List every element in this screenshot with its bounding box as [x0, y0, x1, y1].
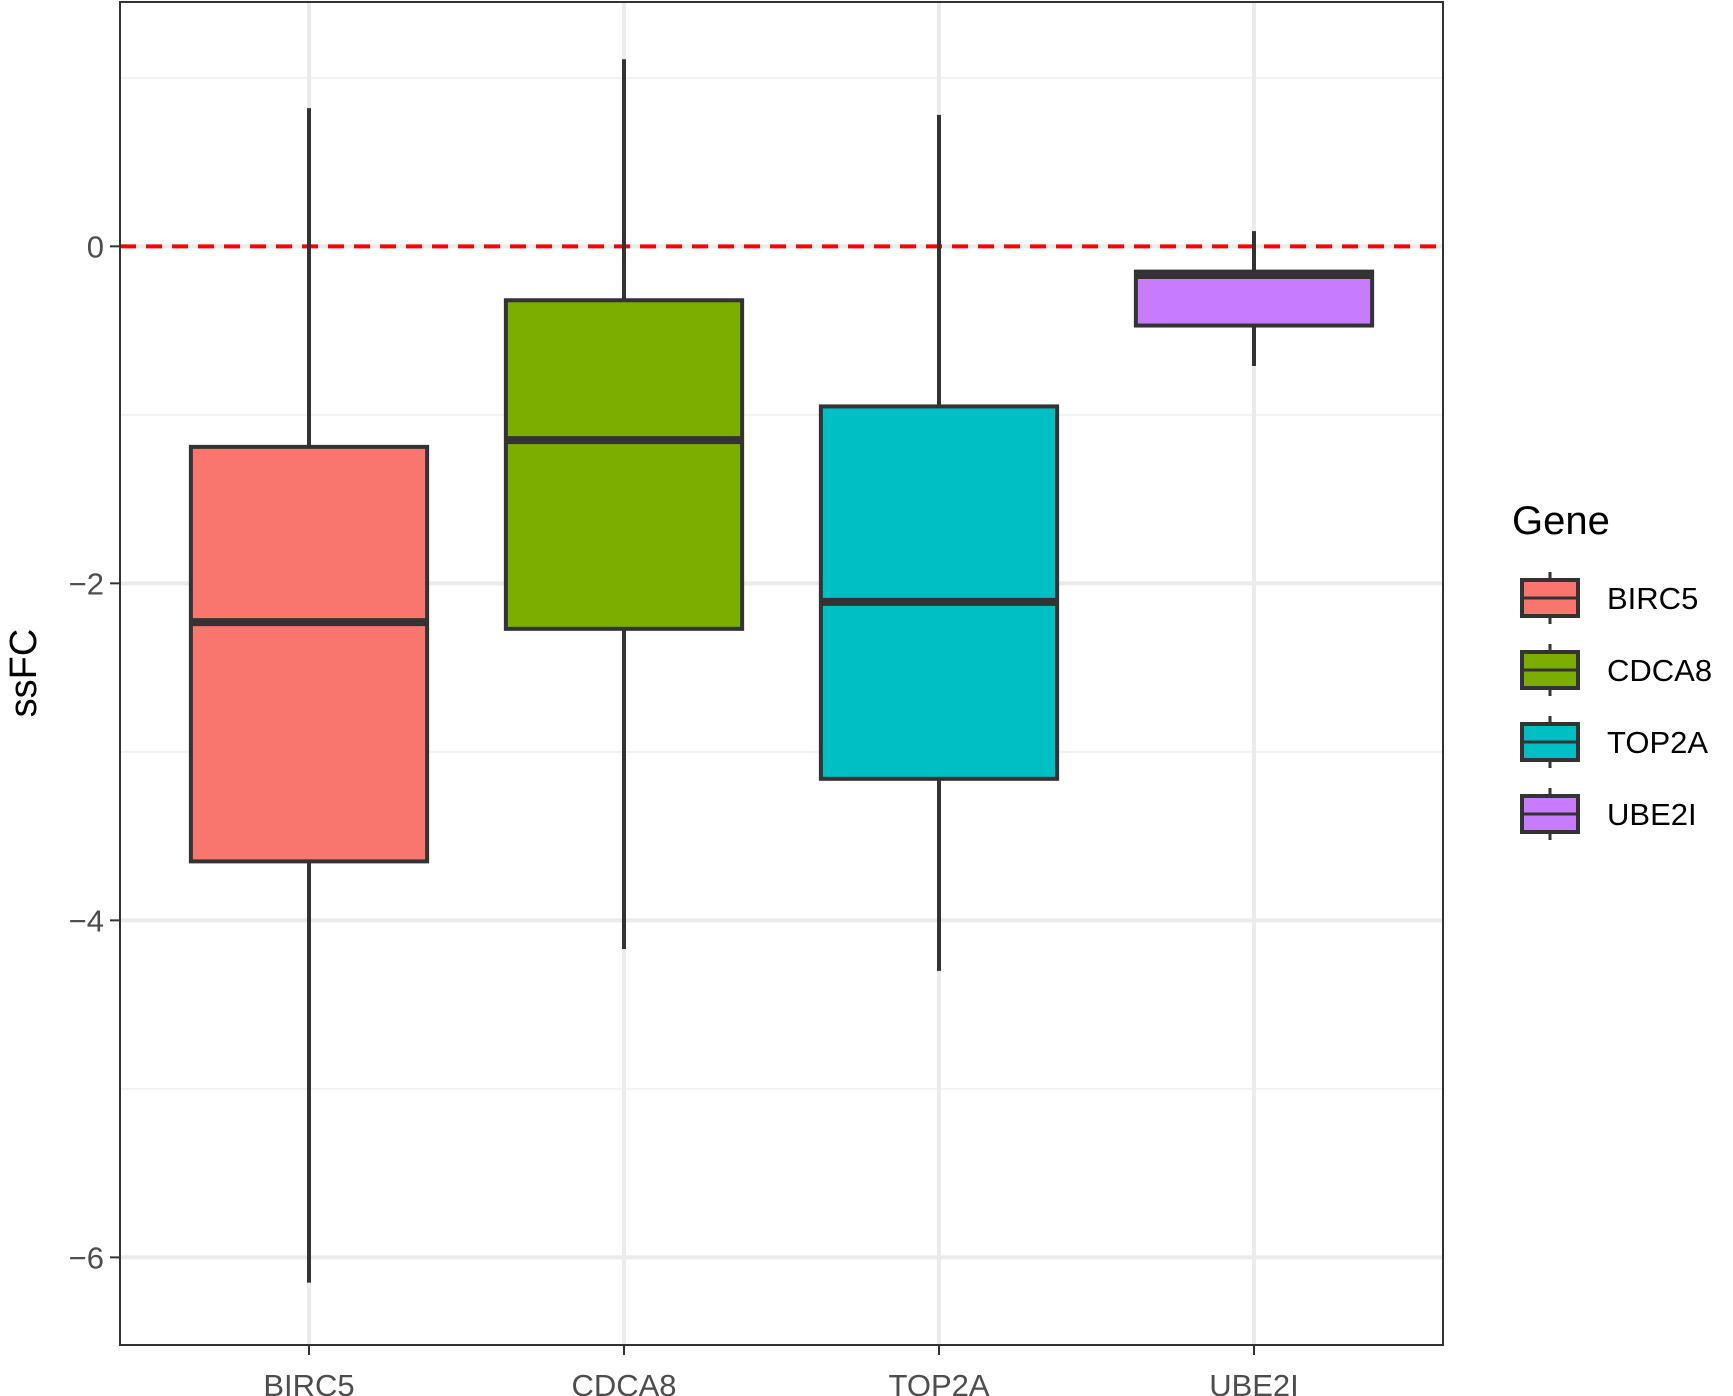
y-tick-label: −6	[69, 1240, 104, 1275]
box-rect-cdca8	[503, 298, 745, 631]
x-tick-label: TOP2A	[888, 1368, 989, 1396]
box-ube2i	[1133, 231, 1375, 366]
x-tick-label: CDCA8	[571, 1368, 676, 1396]
box-rect-birc5	[188, 444, 430, 864]
legend-label-cdca8: CDCA8	[1607, 653, 1712, 688]
box-cdca8	[503, 59, 745, 950]
box-rect-ube2i	[1133, 269, 1375, 328]
y-axis-title: ssFC	[3, 629, 45, 718]
legend-label-ube2i: UBE2I	[1607, 797, 1697, 832]
legend-item-cdca8: CDCA8	[1520, 644, 1712, 696]
y-tick-label: −2	[69, 566, 104, 601]
legend-label-top2a: TOP2A	[1607, 725, 1708, 760]
box-top2a	[818, 114, 1060, 971]
y-axis: 0 −2 −4 −6	[69, 229, 120, 1275]
x-axis: BIRC5 CDCA8 TOP2A UBE2I	[263, 1345, 1299, 1396]
legend-item-birc5: BIRC5	[1520, 572, 1698, 624]
legend: Gene BIRC5 CDCA8 TOP2A UBE2I	[1512, 499, 1712, 840]
box-birc5	[188, 108, 430, 1283]
legend-item-top2a: TOP2A	[1520, 716, 1708, 768]
legend-item-ube2i: UBE2I	[1520, 788, 1697, 840]
panel-border	[119, 1, 1444, 1346]
y-tick-label: 0	[87, 229, 104, 264]
x-tick-label: BIRC5	[263, 1368, 354, 1396]
boxplot-layer	[188, 59, 1375, 1283]
x-tick-label: UBE2I	[1209, 1368, 1299, 1396]
box-rect-top2a	[818, 404, 1060, 781]
y-tick-label: −4	[69, 903, 104, 938]
legend-title: Gene	[1512, 499, 1610, 543]
legend-label-birc5: BIRC5	[1607, 581, 1698, 616]
